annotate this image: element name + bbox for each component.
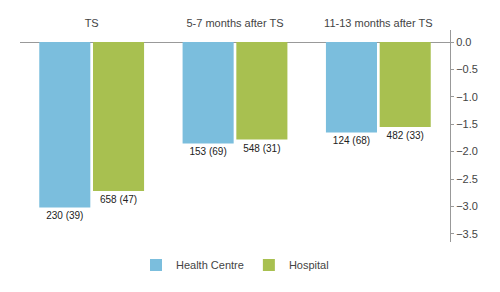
svg-text:−1.0: −1.0: [456, 91, 478, 103]
svg-text:−3.5: −3.5: [456, 228, 478, 240]
svg-text:548 (31): 548 (31): [243, 143, 280, 154]
svg-text:Hospital: Hospital: [289, 259, 329, 271]
svg-text:−0.5: −0.5: [456, 63, 478, 75]
svg-text:−1.5: −1.5: [456, 118, 478, 130]
svg-text:TS: TS: [85, 17, 99, 29]
svg-text:−2.5: −2.5: [456, 173, 478, 185]
svg-text:0.0: 0.0: [456, 36, 471, 48]
svg-text:11-13 months after TS: 11-13 months after TS: [324, 17, 432, 29]
svg-text:Health Centre: Health Centre: [176, 259, 244, 271]
svg-text:5-7 months after TS: 5-7 months after TS: [186, 17, 283, 29]
svg-text:−2.0: −2.0: [456, 145, 478, 157]
svg-text:482 (33): 482 (33): [387, 130, 424, 141]
svg-text:124 (68): 124 (68): [333, 135, 370, 146]
svg-text:153 (69): 153 (69): [190, 146, 227, 157]
svg-text:−3.0: −3.0: [456, 200, 478, 212]
svg-text:230 (39): 230 (39): [46, 210, 83, 221]
svg-text:658 (47): 658 (47): [100, 194, 137, 205]
